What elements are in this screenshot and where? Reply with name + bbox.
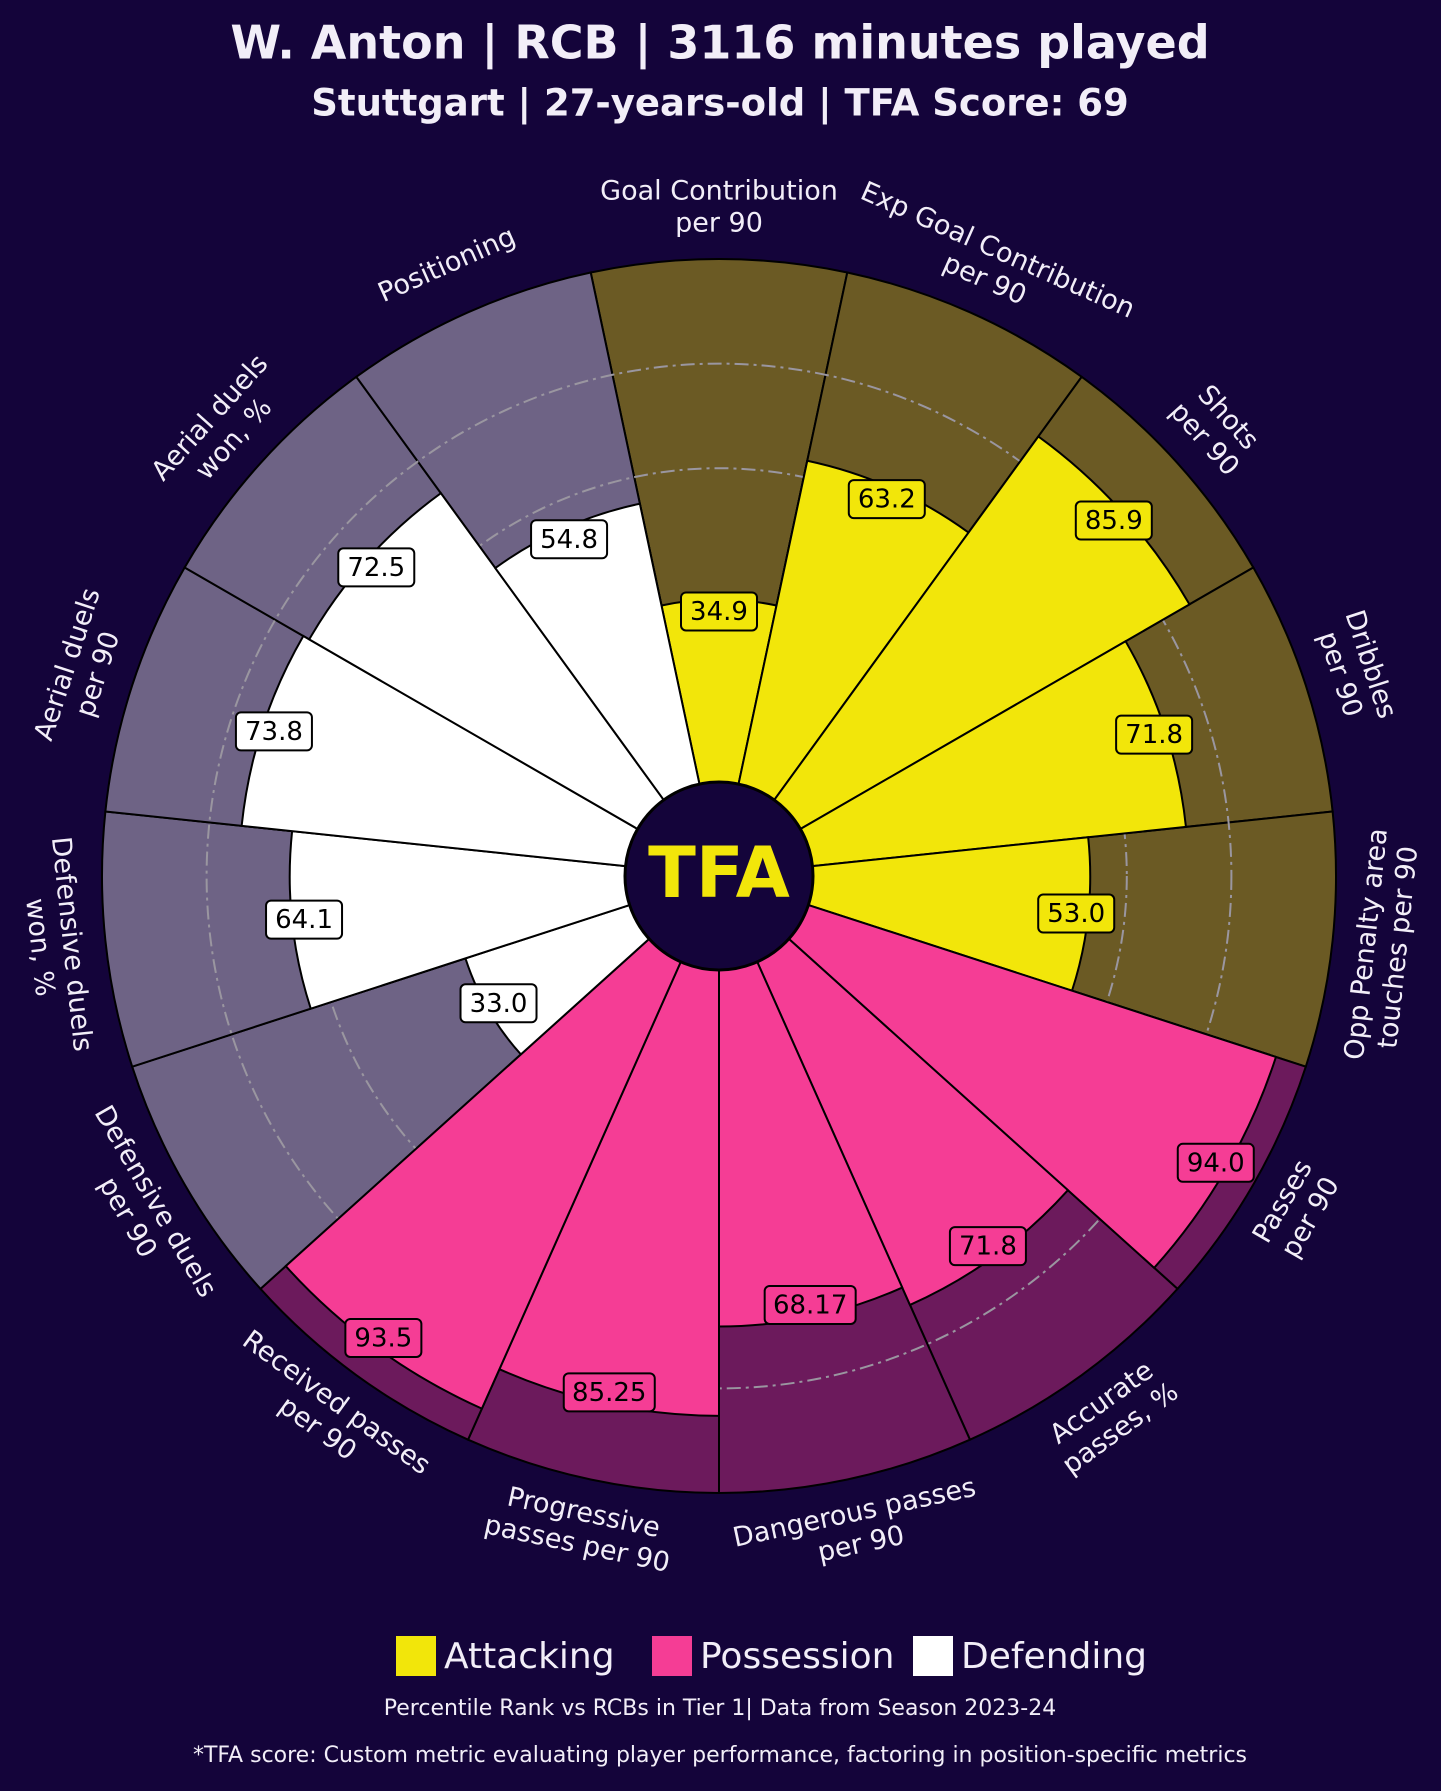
value-label-box	[763, 1284, 857, 1325]
value-label-box	[680, 591, 758, 632]
chart-title: W. Anton | RCB | 3116 minutes played	[230, 16, 1209, 71]
value-label-box	[530, 519, 609, 560]
value-label-box	[265, 899, 344, 940]
category-label-line: per 90	[675, 208, 763, 239]
value-label: 94.0	[1187, 1148, 1245, 1178]
value-label-box	[1176, 1142, 1255, 1183]
value-label: 85.9	[1085, 506, 1143, 536]
value-label: 53.0	[1047, 899, 1105, 929]
legend-label: Possession	[700, 1636, 894, 1677]
value-label: 72.5	[347, 553, 405, 583]
value-label: 93.5	[354, 1323, 412, 1353]
value-label: 54.8	[540, 525, 598, 555]
legend-label: Defending	[961, 1636, 1147, 1677]
legend-label: Attacking	[444, 1636, 615, 1677]
value-label-box	[847, 479, 926, 520]
value-label-box	[1037, 893, 1116, 934]
legend-swatch	[652, 1636, 692, 1676]
value-label: 64.1	[275, 905, 333, 935]
center-logo: TFA	[648, 832, 790, 914]
legend-swatch	[913, 1636, 953, 1676]
category-label-line: Goal Contribution	[600, 176, 838, 207]
footnote: Percentile Rank vs RCBs in Tier 1| Data …	[384, 1696, 1056, 1721]
value-label-box	[234, 711, 313, 752]
value-label: 85.25	[572, 1378, 646, 1408]
legend-swatch	[396, 1636, 436, 1676]
value-label: 34.9	[690, 597, 748, 627]
value-label: 68.17	[773, 1290, 847, 1320]
value-label-box	[1115, 714, 1194, 755]
value-label-box	[1074, 500, 1153, 541]
footnote: *TFA score: Custom metric evaluating pla…	[193, 1743, 1247, 1768]
value-label: 73.8	[245, 717, 303, 747]
value-label-box	[562, 1372, 656, 1413]
value-label: 33.0	[470, 989, 528, 1019]
value-label: 71.8	[1125, 720, 1183, 750]
chart-subtitle: Stuttgart | 27-years-old | TFA Score: 69	[311, 82, 1129, 125]
value-label-box	[948, 1226, 1027, 1267]
value-label-box	[344, 1317, 423, 1358]
value-label-box	[459, 983, 538, 1024]
value-label-box	[337, 547, 416, 588]
value-label: 63.2	[858, 485, 916, 515]
center-circle	[623, 780, 815, 972]
value-label: 71.8	[959, 1232, 1017, 1262]
